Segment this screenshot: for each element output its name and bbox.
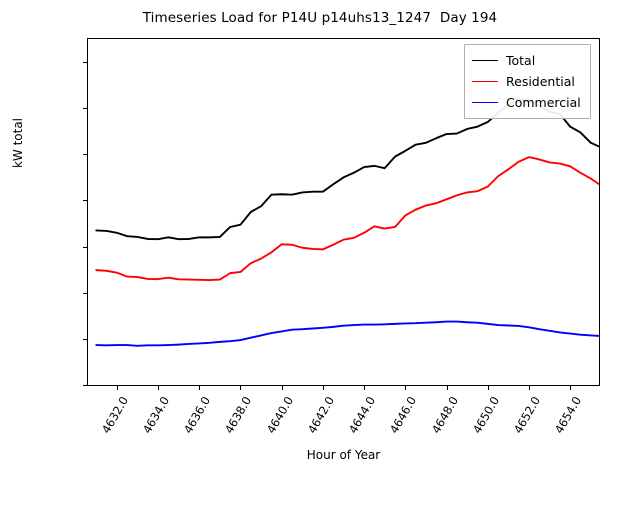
legend-swatch-commercial: [472, 102, 498, 103]
x-tick-mark: [446, 386, 448, 390]
x-tick-mark: [322, 386, 324, 390]
x-tick-mark: [487, 386, 489, 390]
chart-legend: Total Residential Commercial: [464, 44, 591, 119]
legend-label-residential: Residential: [506, 74, 575, 89]
y-tick-mark: [83, 338, 87, 340]
legend-label-total: Total: [506, 53, 536, 68]
plot-area: [87, 38, 600, 386]
legend-swatch-residential: [472, 81, 498, 82]
legend-item-commercial[interactable]: Commercial: [472, 92, 581, 113]
y-tick-mark: [83, 246, 87, 248]
x-tick-mark: [405, 386, 407, 390]
legend-swatch-total: [472, 60, 498, 61]
y-tick-mark: [83, 292, 87, 294]
x-tick-mark: [199, 386, 201, 390]
legend-item-total[interactable]: Total: [472, 50, 581, 71]
x-tick-mark: [528, 386, 530, 390]
legend-item-residential[interactable]: Residential: [472, 71, 581, 92]
y-tick-mark: [83, 108, 87, 110]
y-tick-mark: [83, 154, 87, 156]
x-tick-mark: [240, 386, 242, 390]
x-tick-mark: [364, 386, 366, 390]
x-axis-label: Hour of Year: [306, 448, 381, 462]
chart-title: Timeseries Load for P14U p14uhs13_1247 D…: [142, 10, 498, 26]
y-tick-mark: [83, 200, 87, 202]
x-tick-mark: [158, 386, 160, 390]
y-axis-label: kW total: [11, 117, 25, 169]
chart-figure: Timeseries Load for P14U p14uhs13_1247 D…: [11, 10, 600, 462]
x-tick-mark: [570, 386, 572, 390]
series-line-total: [95, 98, 599, 241]
y-tick-mark: [83, 385, 87, 386]
legend-label-commercial: Commercial: [506, 95, 581, 110]
series-line-commercial: [95, 320, 599, 347]
plot-lines: [95, 98, 599, 347]
x-tick-mark: [116, 386, 118, 390]
series-line-residential: [95, 156, 599, 282]
x-tick-mark: [281, 386, 283, 390]
y-tick-mark: [83, 62, 87, 64]
